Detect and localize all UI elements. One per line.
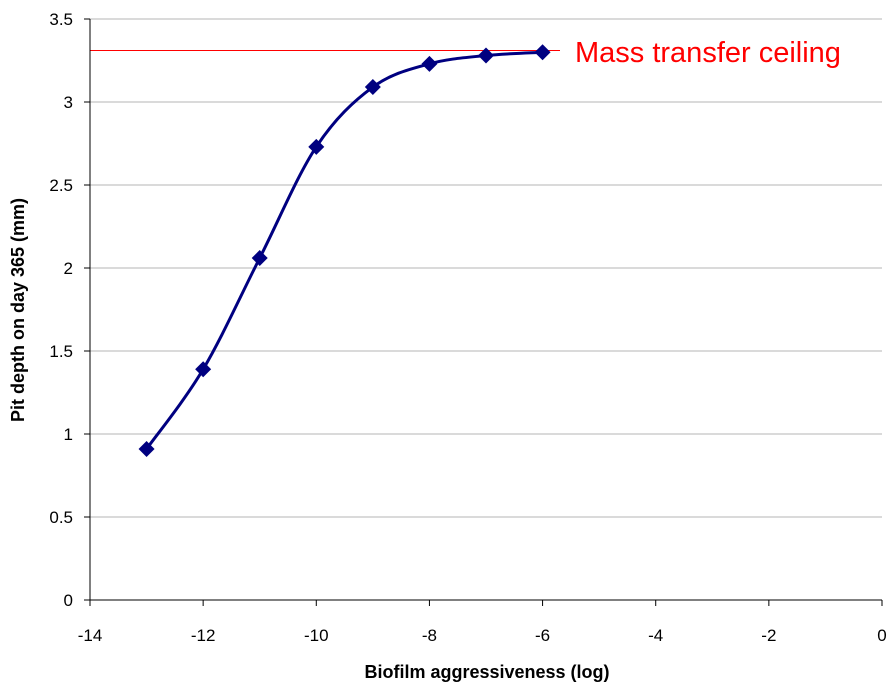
data-point: [251, 250, 268, 267]
data-point: [138, 440, 155, 457]
data-point: [195, 361, 212, 378]
y-tick-label: 2.5: [49, 176, 73, 195]
x-tick-label: -10: [304, 626, 329, 645]
data-point: [308, 138, 325, 155]
data-point: [478, 47, 494, 64]
y-tick-label: 1: [64, 425, 73, 444]
y-tick-label: 0.5: [49, 508, 73, 527]
x-tick-label: -6: [535, 626, 550, 645]
x-tick-label: 0: [877, 626, 886, 645]
x-tick-label: -2: [761, 626, 776, 645]
y-tick-labels: 0 0.5 1 1.5 2 2.5 3 3.5: [49, 10, 73, 610]
axes: [84, 18, 883, 606]
y-tick-label: 0: [64, 591, 73, 610]
x-tick-labels: -14 -12 -10 -8 -6 -4 -2 0: [78, 626, 887, 645]
x-axis-title: Biofilm aggressiveness (log): [364, 662, 609, 682]
x-tick-label: -12: [191, 626, 216, 645]
gridlines: [90, 18, 882, 518]
y-tick-label: 3: [64, 93, 73, 112]
data-point: [364, 79, 381, 96]
data-markers: [138, 44, 551, 457]
y-tick-label: 2: [64, 259, 73, 278]
series-line: [145, 50, 543, 450]
mass-transfer-ceiling-label: Mass transfer ceiling: [575, 37, 841, 69]
data-point: [421, 55, 438, 72]
y-tick-label: 3.5: [49, 10, 73, 29]
x-tick-label: -4: [648, 626, 663, 645]
x-tick-label: -8: [422, 626, 437, 645]
y-tick-label: 1.5: [49, 342, 73, 361]
x-tick-label: -14: [78, 626, 103, 645]
y-axis-title: Pit depth on day 365 (mm): [8, 198, 28, 422]
data-point: [534, 44, 551, 61]
